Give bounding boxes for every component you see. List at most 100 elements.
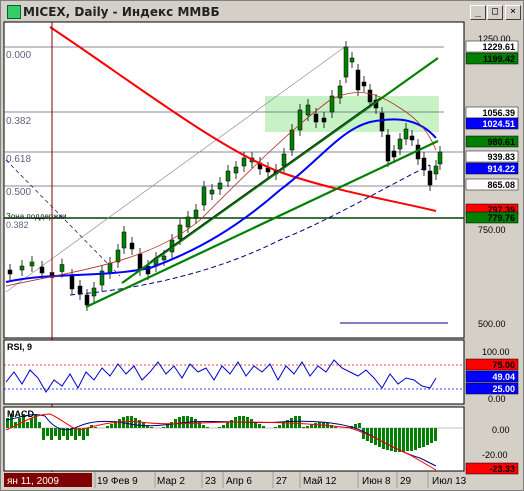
macd-bar [278,425,281,428]
macd-bar [26,422,29,428]
candle [397,133,403,155]
candle [19,260,25,276]
macd-bar [422,428,425,447]
time-label-2: 23 [205,476,217,487]
candle [297,104,303,136]
macd-bar [202,425,205,428]
candle [201,181,207,211]
macd-bar [30,418,33,428]
svg-text:914.22: 914.22 [487,164,515,174]
candlesticks [7,41,443,311]
macd-bar [22,414,25,428]
fib-ray [5,159,121,277]
macd-bar [294,416,297,428]
macd-bar [70,428,73,436]
candle [193,204,199,224]
macd-bar [94,427,97,428]
ma-dashed-line [69,164,431,296]
macd-bar [386,428,389,450]
macd-bar [170,422,173,428]
macd-bar [66,428,69,440]
macd-bar [306,426,309,428]
macd-bar [430,428,433,443]
fib-zone [265,96,439,132]
macd-bar [274,427,277,428]
fib-label-1: 0.382 [6,116,31,127]
macd-bar [82,428,85,440]
price-tag-7: 865.08 [465,178,519,191]
macd-bar [46,428,49,436]
macd-bar [374,428,377,445]
macd-bar [282,422,285,428]
svg-text:1024.51: 1024.51 [482,119,515,129]
time-label-8: Июл 13 [432,476,467,487]
fib-label-4: 0.382 [6,220,29,230]
price-tag-0: 1229.61 [465,40,519,53]
minimize-button[interactable]: _ [470,5,486,20]
macd-bar [54,428,57,436]
time-label-0: 19 Фев 9 [97,476,138,487]
macd-bar [382,428,385,449]
macd-bar [198,422,201,428]
macd-bar [218,427,221,428]
close-button[interactable]: × [505,5,521,20]
candle [337,80,343,104]
candle [433,160,439,180]
svg-text:25.00: 25.00 [492,384,515,394]
candle [225,165,231,187]
macd-signal-line [5,413,437,471]
candle [437,146,443,170]
title-bar[interactable]: MICEX, Daily - Индекс ММВБ _ □ × [3,3,521,21]
rsi-tag-0: 75.00 [465,358,519,371]
macd-bar [298,416,301,428]
candle [391,145,397,163]
macd-bar [302,427,305,428]
price-panel[interactable] [3,21,465,339]
macd-bar [206,427,209,428]
fib-label-3: 0.500 [6,187,31,198]
trendline-upper [121,57,439,284]
svg-text:1056.39: 1056.39 [482,108,515,118]
macd-bar [410,428,413,451]
macd-bar [182,416,185,428]
candle [361,76,367,92]
rsi-tags: 75.00 49.04 25.00 [465,358,519,395]
macd-bar [262,426,265,428]
macd-bar [398,428,401,452]
macd-bar [138,420,141,428]
macd-bar [434,428,437,441]
candle [385,129,391,167]
price-tag-9: 779.76 [465,211,519,224]
macd-bar [258,424,261,428]
macd-bar [414,428,417,450]
svg-text:865.08: 865.08 [487,180,515,190]
rsi-panel[interactable] [3,339,465,405]
rsi-title: RSI, 9 [7,342,32,352]
candle [367,84,373,108]
macd-bar [166,424,169,428]
maximize-button[interactable]: □ [487,5,503,20]
time-axis-labels: 19 Фев 9 Мар 2 23 Апр 6 27 Май 12 Июн 8 29 Июл 1… [94,472,467,488]
macd-bar [390,428,393,451]
macd-bar [250,419,253,428]
svg-text:1229.61: 1229.61 [482,42,515,52]
macd-bar [378,428,381,447]
chart-window-icon [7,5,21,19]
candle [29,256,35,272]
candle [427,165,433,191]
macd-bar [42,428,45,440]
svg-text:939.83: 939.83 [487,152,515,162]
macd-axis-20: -20.00 [482,450,508,460]
price-tag-2: 1056.39 [465,106,519,119]
macd-bar [146,425,149,428]
svg-text:75.00: 75.00 [492,360,515,370]
macd-bar [222,425,225,428]
time-cursor-label: ян 11, 2009 [7,476,59,487]
macd-bar [62,428,65,436]
macd-bar [314,423,317,428]
svg-text:797.39: 797.39 [487,205,515,215]
macd-bar [134,418,137,428]
ma-slow-line [49,26,437,212]
price-tag-1: 1199.42 [465,52,519,65]
